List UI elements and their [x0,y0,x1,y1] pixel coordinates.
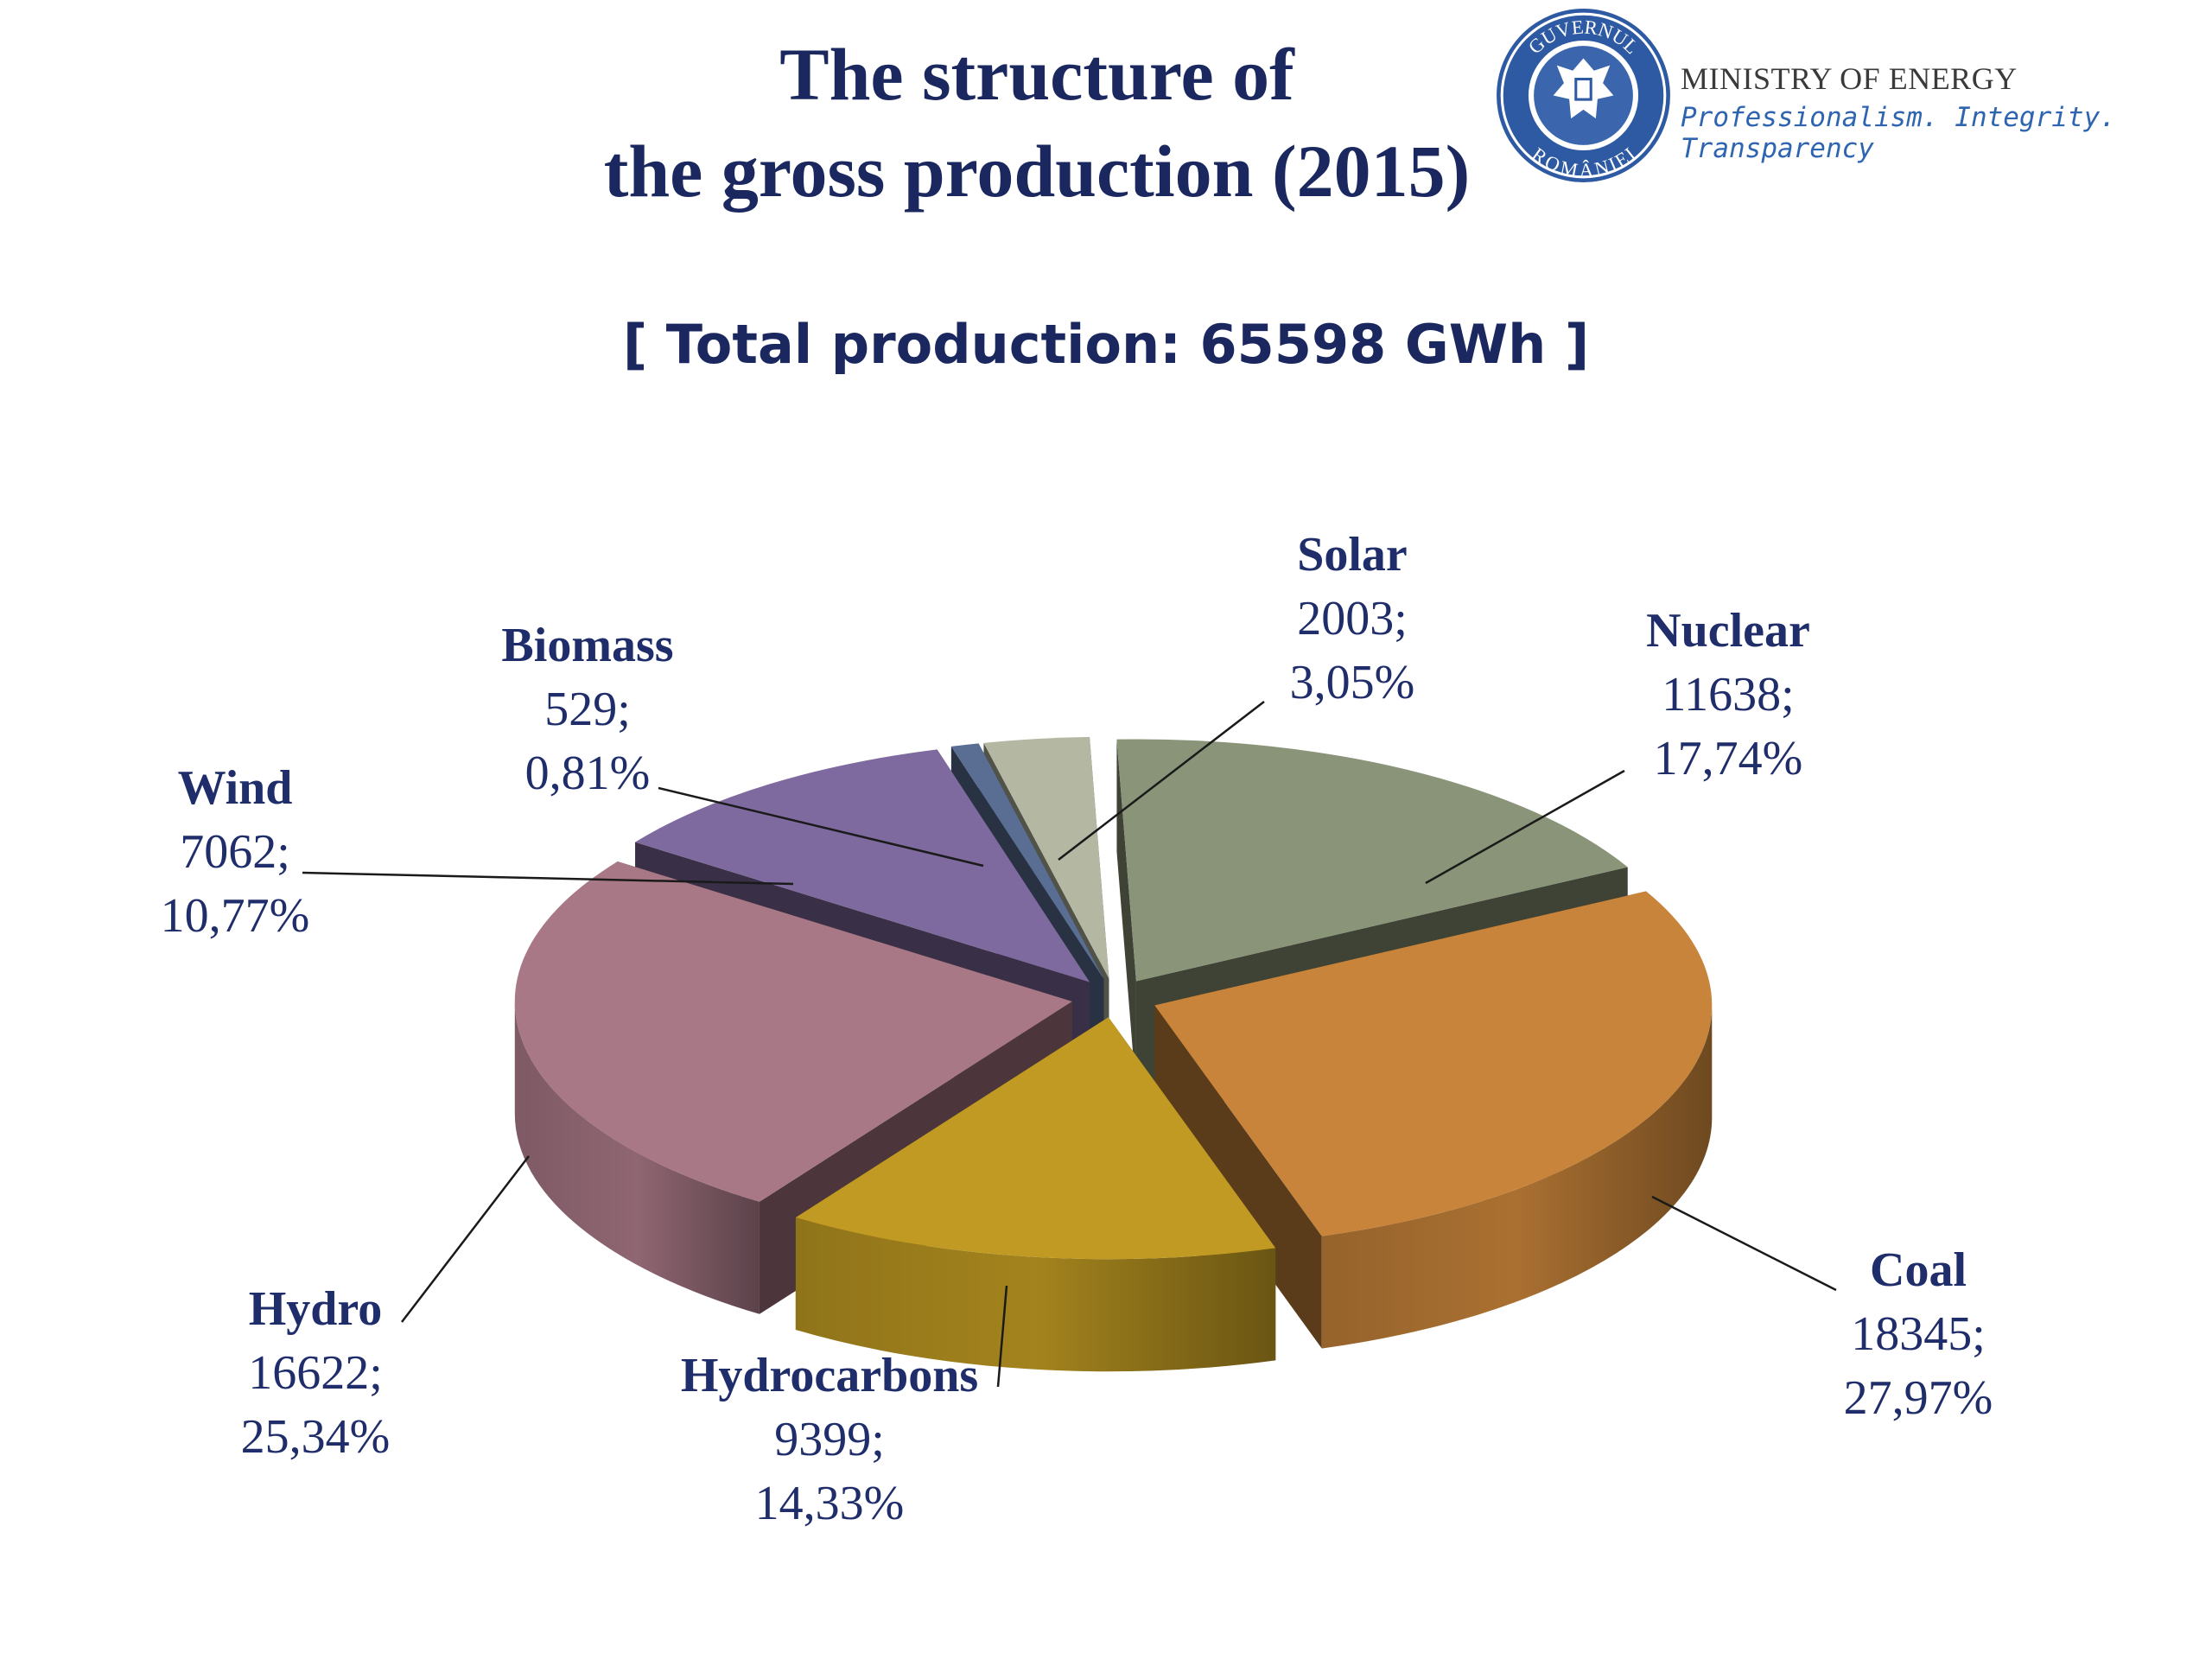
leader-line [401,1155,530,1323]
slice-label-percent: 27,97% [1844,1371,1993,1425]
slice-label-value: 529; [544,683,631,736]
slice-label-percent: 10,77% [161,889,310,943]
slice-outer-wall [1321,1005,1713,1349]
chart-title-line-2: the gross production (2015) [603,130,1471,213]
slice-coal [1154,891,1713,1349]
slice-label-name: Wind [178,761,293,815]
slice-top-face [950,743,1104,980]
slice-label-name: Solar [1297,528,1408,582]
slice-hydrocarbons [795,1017,1276,1372]
slice-top-face [1154,891,1713,1236]
leader-line [1058,701,1265,861]
slice-label-value: 2003; [1297,592,1408,645]
slice-label-name: Biomass [501,619,673,672]
slice-labels: Nuclear 11638; 17,74% Coal 18345; 27,97% Hydro… [161,528,1993,1530]
leader-line [658,786,984,868]
slice-label-value: 11638; [1662,668,1794,721]
slice-label-name: Hydro [249,1282,383,1336]
slice-outer-wall [795,1217,1276,1372]
ministry-slogan: Professionalism. Integrity. Transparency [1681,102,2116,164]
slice-top-face [1116,739,1628,982]
ministry-name: MINISTRY OF ENERGY [1681,61,2018,96]
chart-title-line-1: The structure of [779,33,1294,116]
total-production-subtitle: [ Total production: 65598 GWh ] [622,313,1590,376]
leader-line [1425,769,1625,885]
chart-title: The structure of the gross production (2… [432,26,1642,219]
slice-label-value: 7062; [180,825,290,879]
slice-label-value: 18345; [1851,1307,1986,1361]
slice-top-face [635,749,1090,982]
slice-top-face [983,736,1109,979]
slice-top-face [514,861,1072,1202]
slice-label-percent: 3,05% [1290,656,1415,709]
slice-label-value: 16622; [248,1346,383,1400]
slice-label-name: Hydrocarbons [681,1349,978,1402]
slice-label-name: Coal [1870,1243,1967,1297]
slice-label-percent: 14,33% [755,1477,905,1530]
slice-side-face [1154,1005,1322,1349]
leader-line [302,871,794,886]
slice-side-face [1116,739,1136,1094]
slice-label-percent: 25,34% [241,1410,391,1464]
slice-label-percent: 17,74% [1654,732,1803,785]
slice-label-name: Nuclear [1646,604,1810,658]
slice-top-face [795,1017,1276,1260]
slice-label-value: 9399; [774,1413,885,1466]
slice-label-percent: 0,81% [525,747,651,800]
leader-line [996,1285,1008,1388]
leader-line [1651,1195,1837,1292]
pie-slices [514,736,1713,1372]
slice-outer-wall [514,1001,760,1314]
